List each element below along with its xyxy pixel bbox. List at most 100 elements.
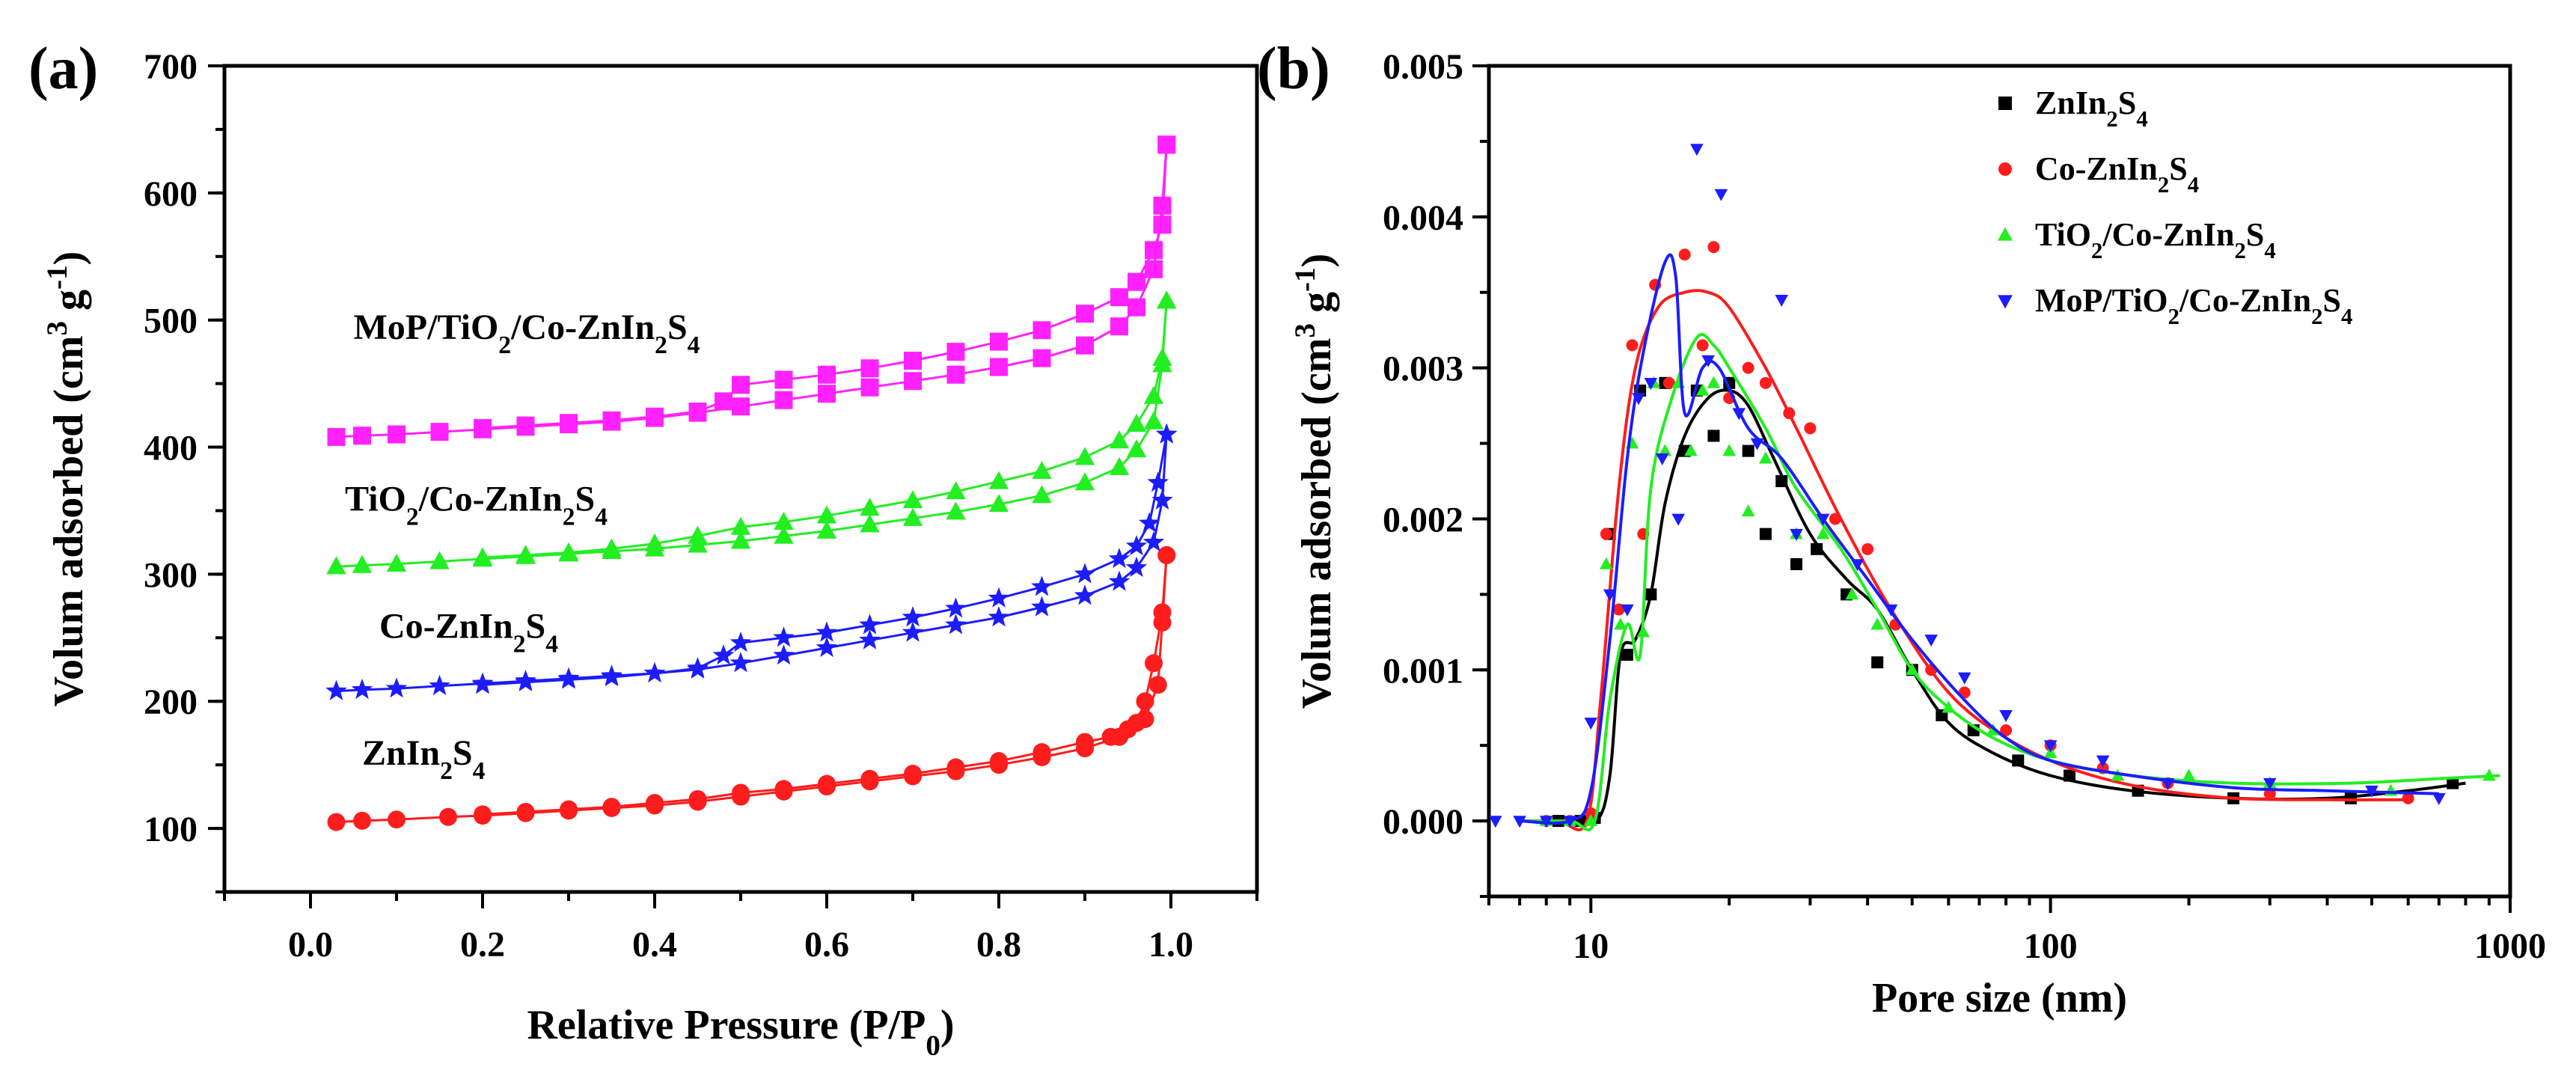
data-point [1655, 453, 1669, 465]
data-point [1157, 545, 1176, 564]
data-point [1032, 485, 1052, 504]
data-point [646, 407, 664, 426]
legend-label-text: S [2323, 282, 2341, 319]
data-point [1707, 241, 1720, 254]
adsorption-line [336, 554, 1168, 824]
series-label-sub: 2 [563, 503, 575, 531]
data-point [904, 372, 922, 391]
series-label-sub: 2 [498, 331, 511, 359]
data-point [471, 673, 494, 694]
legend-marker [1998, 295, 2013, 309]
x-tick-label: 100 [2024, 926, 2078, 966]
data-point [1153, 216, 1172, 234]
data-point [946, 501, 966, 520]
x-tick-label: 1000 [2474, 926, 2546, 966]
data-point [474, 419, 492, 438]
data-point [602, 798, 621, 816]
data-point [353, 811, 371, 830]
legend-label-text: S [2118, 85, 2136, 121]
data-point [1759, 376, 1772, 389]
data-point [474, 805, 492, 824]
series-label: MoP/TiO2/Co-ZnIn2S4 [354, 308, 700, 359]
data-point [558, 542, 579, 560]
data-point [1126, 439, 1147, 458]
data-point [644, 533, 665, 551]
data-point [945, 597, 967, 618]
x-tick-label: 0.8 [976, 925, 1021, 965]
panel-a-isotherm-chart: 0.0 0.2 0.4 0.6 0.8 1.0 100 200 300 400 500 600 700 R… [28, 36, 1259, 1062]
legend-label: MoP/TiO2/Co-ZnIn2S4 [2035, 282, 2352, 329]
series-label-sub: 2 [513, 630, 526, 658]
data-point [2000, 724, 2013, 736]
data-point [1074, 563, 1096, 584]
data-point [1804, 422, 1817, 435]
data-point [515, 670, 536, 691]
data-point [1110, 288, 1128, 307]
data-point [946, 758, 965, 777]
y-tick-label: 300 [144, 555, 198, 595]
data-point [429, 551, 450, 569]
data-point [988, 494, 1009, 513]
data-point [988, 471, 1009, 489]
fit-curve [1520, 253, 2439, 825]
data-point [1126, 414, 1147, 433]
data-point [1153, 613, 1172, 632]
series-label-text: S [453, 733, 473, 773]
data-point [2432, 793, 2446, 806]
data-point [1128, 272, 1145, 291]
data-point [988, 587, 1010, 608]
legend-label-sub: 2 [2235, 238, 2246, 263]
data-point [860, 769, 879, 788]
data-point [643, 661, 666, 682]
data-point [1742, 361, 1754, 374]
data-point [902, 621, 924, 642]
data-point [945, 614, 967, 635]
legend-label-sub: 2 [2311, 304, 2322, 329]
data-point [560, 800, 578, 819]
data-point [1031, 596, 1053, 617]
data-point [818, 774, 836, 793]
series-tio2-co-znin2s4 [1520, 332, 2500, 831]
data-point [1871, 656, 1884, 669]
legend-label: TiO2/Co-ZnIn2S4 [2035, 216, 2276, 263]
legend-item: MoP/TiO2/Co-ZnIn2S4 [1998, 282, 2352, 329]
series-label: Co-ZnIn2S4 [379, 606, 558, 658]
legend-label-text: MoP/TiO [2035, 282, 2168, 319]
data-point [1861, 542, 1874, 555]
data-point [773, 626, 795, 647]
data-point [1152, 347, 1172, 366]
panel-label: (b) [1257, 36, 1330, 102]
data-point [1759, 451, 1772, 464]
data-point [1109, 430, 1130, 449]
data-point [1626, 339, 1639, 352]
legend: ZnIn2S4Co-ZnIn2S4TiO2/Co-ZnIn2S4MoP/TiO2… [1998, 85, 2352, 329]
data-point [1790, 528, 1803, 541]
y-tick-label: 500 [144, 302, 198, 341]
data-point [1690, 144, 1704, 156]
legend-label: Co-ZnIn2S4 [2035, 150, 2199, 198]
data-point [1128, 298, 1145, 317]
data-point [602, 411, 621, 430]
data-point [1671, 513, 1686, 526]
data-point [990, 358, 1008, 376]
data-point [1074, 472, 1095, 491]
data-point [1621, 604, 1634, 617]
fit-curve [1520, 388, 2466, 826]
data-point [1678, 248, 1691, 261]
data-point [730, 531, 751, 549]
data-point [688, 525, 708, 544]
panel-b-pore-size-chart: 10 100 1000 0.000 0.001 0.002 0.003 0.004 0.005 P… [1257, 36, 2546, 1021]
data-point [430, 423, 449, 441]
data-point [860, 378, 879, 397]
series-mop-tio2-co-znin2s4 [1488, 144, 2446, 828]
data-point [816, 621, 838, 642]
data-point [1148, 676, 1167, 694]
data-point [1662, 376, 1675, 389]
data-point [1125, 556, 1148, 577]
y-tick-label: 100 [144, 810, 198, 849]
series-label-sub: 4 [545, 630, 558, 658]
data-point [860, 498, 880, 516]
y-axis-title-sup: 3 [1289, 323, 1321, 338]
series-znin2s4 [1520, 376, 2466, 828]
data-point [1759, 528, 1772, 540]
